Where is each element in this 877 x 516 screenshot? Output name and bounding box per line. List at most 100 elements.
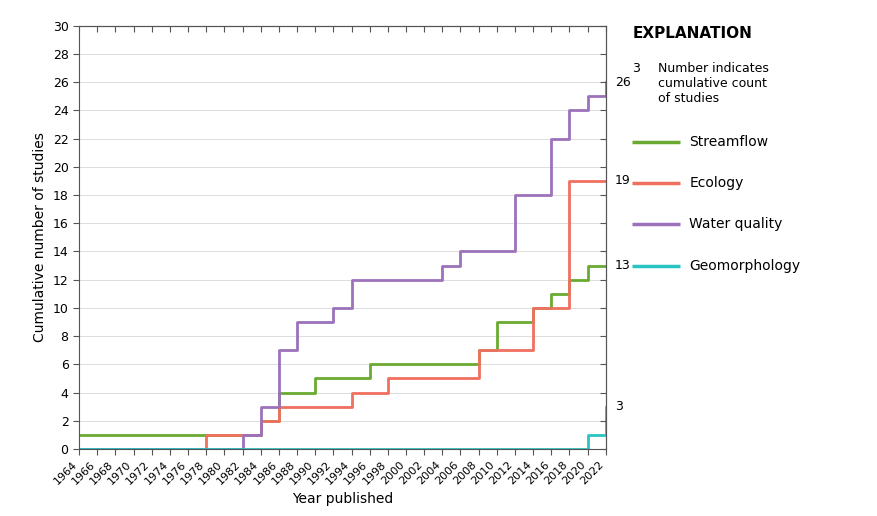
Ecology	[219, 432, 230, 438]
Streamflow	[92, 432, 103, 438]
Water quality	[328, 305, 339, 311]
Ecology	[74, 446, 84, 452]
Text: EXPLANATION: EXPLANATION	[631, 26, 752, 41]
Streamflow	[237, 432, 247, 438]
Ecology	[600, 178, 610, 184]
Geomorphology	[473, 446, 483, 452]
Water quality	[510, 192, 520, 198]
Ecology	[346, 390, 356, 396]
Streamflow	[219, 432, 230, 438]
Streamflow	[346, 375, 356, 381]
Geomorphology	[418, 446, 429, 452]
X-axis label: Year published: Year published	[291, 492, 393, 506]
Line: Water quality: Water quality	[79, 82, 605, 449]
Streamflow	[146, 432, 157, 438]
Streamflow	[74, 432, 84, 438]
Water quality	[237, 432, 247, 438]
Water quality	[473, 248, 483, 254]
Geomorphology	[328, 446, 339, 452]
Geomorphology	[437, 446, 447, 452]
Ecology	[291, 404, 302, 410]
Geomorphology	[310, 446, 320, 452]
Water quality	[491, 248, 502, 254]
Water quality	[164, 446, 175, 452]
Water quality	[581, 93, 592, 100]
Ecology	[237, 432, 247, 438]
Water quality	[564, 107, 574, 114]
Streamflow	[581, 263, 592, 269]
Water quality	[364, 277, 374, 283]
Streamflow	[545, 291, 556, 297]
Streamflow	[382, 361, 393, 367]
Streamflow	[364, 361, 374, 367]
Geomorphology	[527, 446, 538, 452]
Water quality	[545, 136, 556, 142]
Geomorphology	[545, 446, 556, 452]
Text: 3: 3	[631, 62, 639, 75]
Water quality	[346, 277, 356, 283]
Geomorphology	[400, 446, 410, 452]
Text: 19: 19	[614, 174, 630, 187]
Geomorphology	[382, 446, 393, 452]
Line: Geomorphology: Geomorphology	[79, 407, 605, 449]
Text: 13: 13	[614, 259, 630, 272]
Water quality	[382, 277, 393, 283]
Geomorphology	[346, 446, 356, 452]
Ecology	[527, 305, 538, 311]
Ecology	[418, 375, 429, 381]
Geomorphology	[128, 446, 139, 452]
Geomorphology	[454, 446, 465, 452]
Geomorphology	[510, 446, 520, 452]
Water quality	[274, 347, 284, 353]
Y-axis label: Cumulative number of studies: Cumulative number of studies	[33, 133, 47, 342]
Ecology	[201, 432, 211, 438]
Streamflow	[201, 432, 211, 438]
Streamflow	[600, 263, 610, 269]
Streamflow	[418, 361, 429, 367]
Water quality	[418, 277, 429, 283]
Streamflow	[328, 375, 339, 381]
Water quality	[600, 79, 610, 85]
Water quality	[454, 248, 465, 254]
Geomorphology	[564, 446, 574, 452]
Geomorphology	[364, 446, 374, 452]
Streamflow	[164, 432, 175, 438]
Text: Geomorphology: Geomorphology	[688, 259, 800, 273]
Ecology	[437, 375, 447, 381]
Water quality	[437, 263, 447, 269]
Text: Streamflow: Streamflow	[688, 135, 767, 149]
Geomorphology	[219, 446, 230, 452]
Water quality	[255, 404, 266, 410]
Geomorphology	[146, 446, 157, 452]
Geomorphology	[110, 446, 120, 452]
Geomorphology	[491, 446, 502, 452]
Water quality	[291, 319, 302, 325]
Ecology	[92, 446, 103, 452]
Geomorphology	[581, 432, 592, 438]
Geomorphology	[274, 446, 284, 452]
Streamflow	[527, 305, 538, 311]
Ecology	[274, 404, 284, 410]
Geomorphology	[291, 446, 302, 452]
Water quality	[310, 319, 320, 325]
Geomorphology	[164, 446, 175, 452]
Ecology	[128, 446, 139, 452]
Water quality	[219, 446, 230, 452]
Geomorphology	[201, 446, 211, 452]
Ecology	[182, 446, 193, 452]
Ecology	[164, 446, 175, 452]
Water quality	[146, 446, 157, 452]
Water quality	[74, 446, 84, 452]
Line: Streamflow: Streamflow	[79, 266, 605, 435]
Ecology	[400, 375, 410, 381]
Text: 3: 3	[614, 400, 622, 413]
Streamflow	[473, 347, 483, 353]
Geomorphology	[182, 446, 193, 452]
Text: Ecology: Ecology	[688, 176, 743, 190]
Streamflow	[437, 361, 447, 367]
Water quality	[182, 446, 193, 452]
Water quality	[128, 446, 139, 452]
Water quality	[527, 192, 538, 198]
Ecology	[581, 178, 592, 184]
Streamflow	[110, 432, 120, 438]
